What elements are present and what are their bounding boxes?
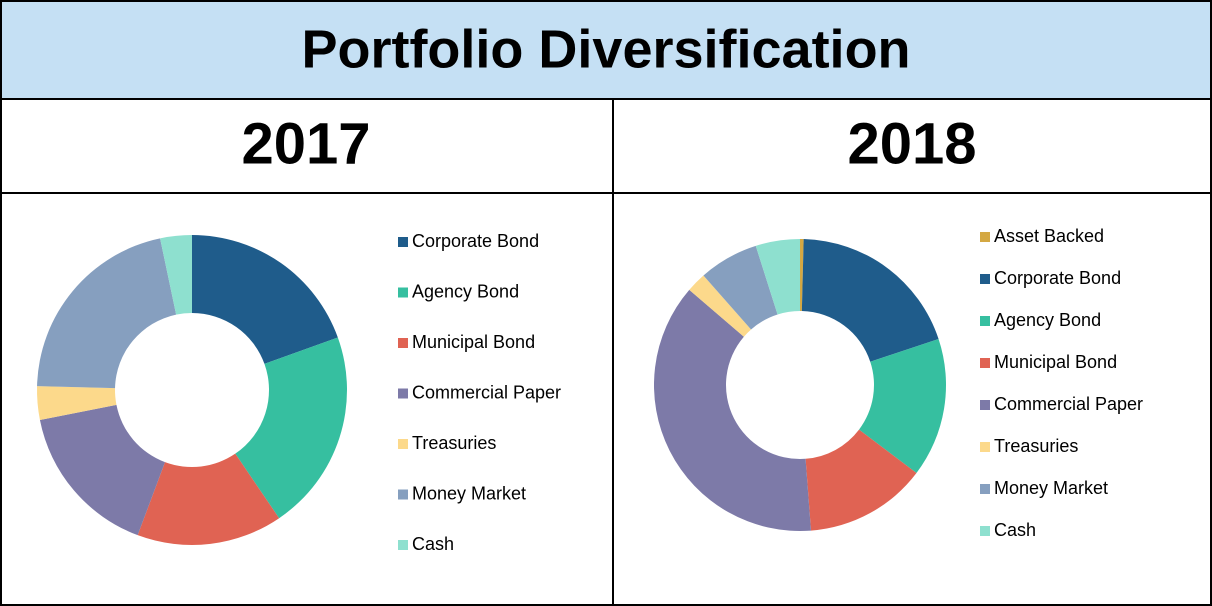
donut-segment <box>192 235 338 364</box>
legend-swatch <box>398 237 408 247</box>
legend-swatch <box>980 484 990 494</box>
legend-label: Agency Bond <box>412 281 519 301</box>
legend-swatch <box>980 358 990 368</box>
donut-segment <box>689 275 752 337</box>
legend-swatch <box>980 232 990 242</box>
donut-segment <box>703 245 778 330</box>
donut-segment <box>160 235 192 315</box>
donut-segment <box>654 289 811 531</box>
legend-label: Corporate Bond <box>412 231 539 251</box>
legend-label: Commercial Paper <box>994 394 1143 414</box>
legend-label: Cash <box>412 534 454 554</box>
donut-segment <box>39 404 166 536</box>
legend-label: Municipal Bond <box>994 352 1117 372</box>
legend-label: Corporate Bond <box>994 268 1121 288</box>
donut-segment <box>805 429 917 531</box>
legend-swatch <box>980 400 990 410</box>
legend-label: Cash <box>994 520 1036 540</box>
donut-segment <box>800 239 804 312</box>
page-title: Portfolio Diversification <box>301 19 910 79</box>
donut-segment <box>755 239 800 315</box>
legend-swatch <box>398 439 408 449</box>
donut-segment <box>37 238 177 389</box>
donut-segment <box>801 239 939 362</box>
donut-segment <box>859 339 946 474</box>
chart-title: 2017 <box>241 111 370 176</box>
legend-swatch <box>398 338 408 348</box>
legend-swatch <box>398 388 408 399</box>
legend-swatch <box>398 489 408 500</box>
chart-title: 2018 <box>847 111 976 176</box>
title-band <box>0 0 1212 100</box>
legend-label: Asset Backed <box>994 226 1104 246</box>
legend-swatch <box>398 287 408 298</box>
legend-swatch <box>980 316 990 326</box>
legend-swatch <box>980 526 990 536</box>
legend-label: Money Market <box>412 483 526 503</box>
legend-label: Commercial Paper <box>412 382 561 402</box>
legend-label: Money Market <box>994 478 1108 498</box>
legend-swatch <box>980 442 990 452</box>
donut-segment <box>37 386 117 421</box>
donut-segment <box>137 453 280 545</box>
legend-label: Treasuries <box>994 436 1078 456</box>
legend-swatch <box>398 540 408 550</box>
donut-segment <box>235 337 347 519</box>
legend-label: Agency Bond <box>994 310 1101 330</box>
legend-swatch <box>980 274 990 284</box>
legend-label: Treasuries <box>412 433 496 453</box>
legend-label: Municipal Bond <box>412 332 535 352</box>
